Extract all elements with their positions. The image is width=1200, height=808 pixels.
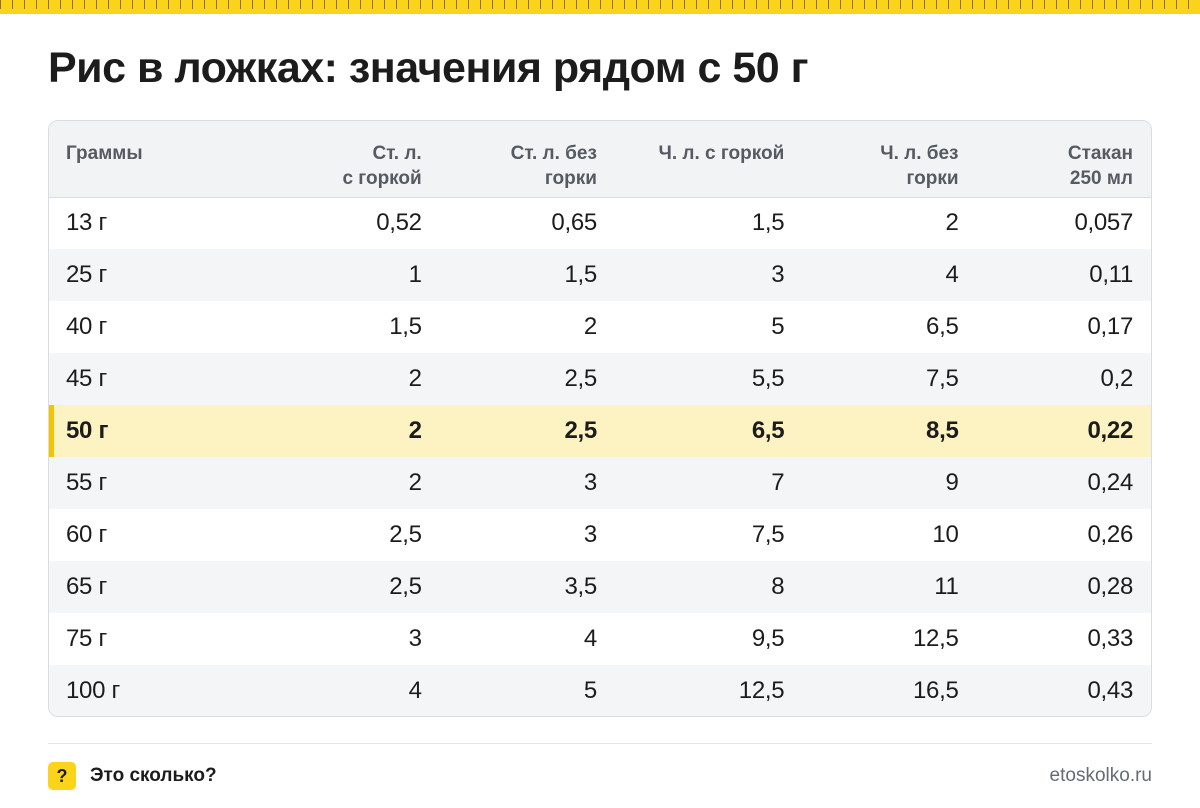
column-header: Граммы — [49, 121, 202, 197]
value-cell: 0,52 — [376, 209, 422, 237]
grams-cell: 55 г — [66, 469, 107, 496]
value-cell: 12,5 — [738, 677, 785, 704]
value-cell: 2 — [408, 365, 422, 392]
rice-spoons-table: Граммы Ст. л. с горкой Ст. л. без горки Ч. л.… — [48, 120, 1152, 717]
column-header-line: Ст. л. без — [510, 143, 597, 164]
value-cell: 2,5 — [564, 365, 597, 392]
value-cell: 1,5 — [389, 313, 422, 340]
value-cell: 9,5 — [751, 625, 785, 652]
table-body: 13 г 0,52 0,65 1,5 2 0,057 25 г 1 1,5 3 4 0,11 40 г 1… — [49, 197, 1151, 716]
brand-name: Это сколько? — [90, 765, 217, 786]
value-cell: 5 — [771, 313, 785, 340]
page-title: Рис в ложках: значения рядом с 50 г — [48, 44, 809, 92]
column-header-line: Ч. л. с горкой — [658, 143, 785, 164]
value-cell: 3 — [583, 469, 597, 496]
value-cell: 8 — [771, 573, 785, 600]
column-header-line: с горкой — [342, 168, 422, 189]
value-cell: 0,22 — [1087, 417, 1133, 444]
value-cell: 11 — [934, 573, 959, 600]
value-cell: 4 — [583, 625, 597, 652]
grams-cell: 75 г — [66, 625, 107, 652]
value-cell: 2,5 — [389, 521, 422, 548]
value-cell: 1,5 — [751, 209, 785, 237]
value-cell: 5 — [583, 677, 597, 704]
value-cell: 9 — [945, 469, 959, 496]
value-cell: 4 — [408, 677, 422, 704]
column-header-line: 250 мл — [1069, 168, 1133, 189]
value-cell: 0,65 — [551, 209, 597, 237]
value-cell: 8,5 — [926, 417, 959, 444]
value-cell: 2,5 — [389, 573, 422, 600]
grams-cell: 45 г — [66, 365, 107, 392]
value-cell: 0,28 — [1087, 573, 1133, 600]
grams-cell: 100 г — [66, 677, 120, 704]
grams-cell: 50 г — [49, 405, 202, 457]
table-row: 65 г 2,5 3,5 8 11 0,28 — [49, 561, 1151, 613]
column-header: Ст. л. с горкой — [202, 121, 422, 197]
value-cell: 0,43 — [1087, 677, 1133, 704]
value-cell: 3 — [408, 625, 422, 652]
column-header-line: Граммы — [66, 143, 143, 164]
column-header-line: Ст. л. — [372, 143, 422, 164]
value-cell: 0,11 — [1089, 261, 1133, 288]
value-cell: 6,5 — [751, 417, 785, 444]
grams-cell: 65 г — [66, 573, 107, 600]
table-row: 75 г 3 4 9,5 12,5 0,33 — [49, 613, 1151, 665]
value-cell: 3 — [771, 261, 785, 288]
column-header: Ч. л. с горкой — [597, 121, 785, 197]
value-cell: 3,5 — [564, 573, 597, 600]
table-row: 45 г 2 2,5 5,5 7,5 0,2 — [49, 353, 1151, 405]
column-header-line: горки — [906, 168, 959, 189]
column-header: Стакан 250 мл — [959, 121, 1151, 197]
table-row-highlighted: 50 г 2 2,5 6,5 8,5 0,22 — [49, 405, 1151, 457]
grams-cell: 60 г — [66, 521, 107, 548]
column-header: Ст. л. без горки — [422, 121, 597, 197]
table-row: 25 г 1 1,5 3 4 0,11 — [49, 249, 1151, 301]
value-cell: 2 — [408, 469, 422, 496]
value-cell: 0,24 — [1087, 469, 1133, 496]
table-row: 40 г 1,5 2 5 6,5 0,17 — [49, 301, 1151, 353]
column-header-line: Ч. л. без — [880, 143, 959, 164]
table-row: 13 г 0,52 0,65 1,5 2 0,057 — [49, 197, 1151, 249]
value-cell: 0,33 — [1087, 625, 1133, 652]
value-cell: 1 — [408, 261, 422, 288]
value-cell: 7 — [771, 469, 785, 496]
value-cell: 2 — [408, 417, 422, 444]
value-cell: 2 — [583, 313, 597, 340]
column-header: Ч. л. без горки — [784, 121, 958, 197]
table-header: Граммы Ст. л. с горкой Ст. л. без горки Ч. л.… — [49, 121, 1151, 197]
ruler-strip — [0, 0, 1200, 14]
value-cell: 7,5 — [751, 521, 785, 548]
value-cell: 12,5 — [913, 625, 959, 652]
table-row: 55 г 2 3 7 9 0,24 — [49, 457, 1151, 509]
value-cell: 0,057 — [1074, 209, 1133, 237]
question-mark-icon: ? — [48, 762, 76, 790]
site-url: etoskolko.ru — [1049, 765, 1152, 786]
value-cell: 3 — [583, 521, 597, 548]
value-cell: 4 — [945, 261, 959, 288]
value-cell: 0,2 — [1100, 365, 1134, 392]
value-cell: 16,5 — [913, 677, 959, 704]
footer-brand: ? Это сколько? — [48, 762, 217, 790]
grams-cell: 40 г — [66, 313, 107, 340]
table-row: 100 г 4 5 12,5 16,5 0,43 — [49, 665, 1151, 716]
column-header-line: Стакан — [1067, 143, 1133, 164]
value-cell: 0,26 — [1087, 521, 1133, 548]
value-cell: 0,17 — [1087, 313, 1133, 340]
value-cell: 6,5 — [926, 313, 959, 340]
column-header-line: горки — [544, 168, 597, 189]
value-cell: 1,5 — [564, 261, 597, 288]
value-cell: 2 — [945, 209, 959, 237]
value-cell: 5,5 — [751, 365, 785, 392]
table-row: 60 г 2,5 3 7,5 10 0,26 — [49, 509, 1151, 561]
grams-cell: 13 г — [66, 209, 107, 237]
value-cell: 7,5 — [926, 365, 959, 392]
grams-cell: 25 г — [66, 261, 107, 288]
value-cell: 2,5 — [564, 417, 597, 444]
value-cell: 10 — [932, 521, 959, 548]
footer-divider — [48, 743, 1152, 744]
